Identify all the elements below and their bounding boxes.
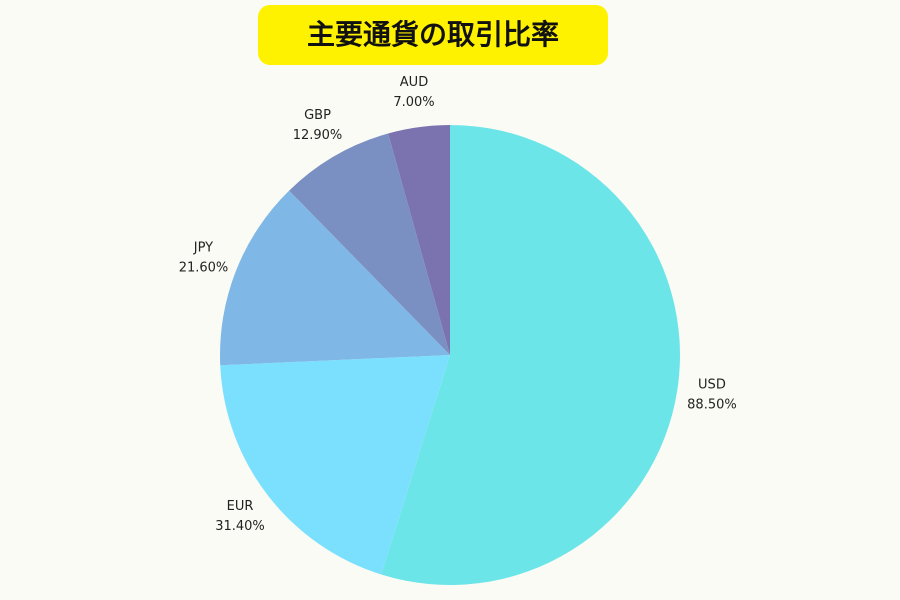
slice-label: JPY: [193, 240, 213, 255]
slice-value-label: 88.50%: [687, 398, 737, 413]
slice-label: GBP: [304, 108, 331, 123]
slice-label: EUR: [227, 499, 254, 514]
pie-slice: [219, 190, 450, 366]
chart-title: 主要通貨の取引比率: [307, 18, 559, 51]
title-box: [258, 5, 608, 65]
slice-label: AUD: [400, 75, 428, 90]
pie-slice: [289, 133, 450, 355]
slice-value-label: 7.00%: [393, 95, 434, 110]
pie-slice: [388, 125, 450, 355]
slice-value-label: 12.90%: [293, 128, 343, 143]
pie-slice: [381, 125, 680, 585]
slice-label: USD: [698, 378, 726, 393]
slice-value-label: 31.40%: [215, 519, 265, 534]
pie-slice: [220, 355, 450, 575]
slice-value-label: 21.60%: [179, 260, 229, 275]
